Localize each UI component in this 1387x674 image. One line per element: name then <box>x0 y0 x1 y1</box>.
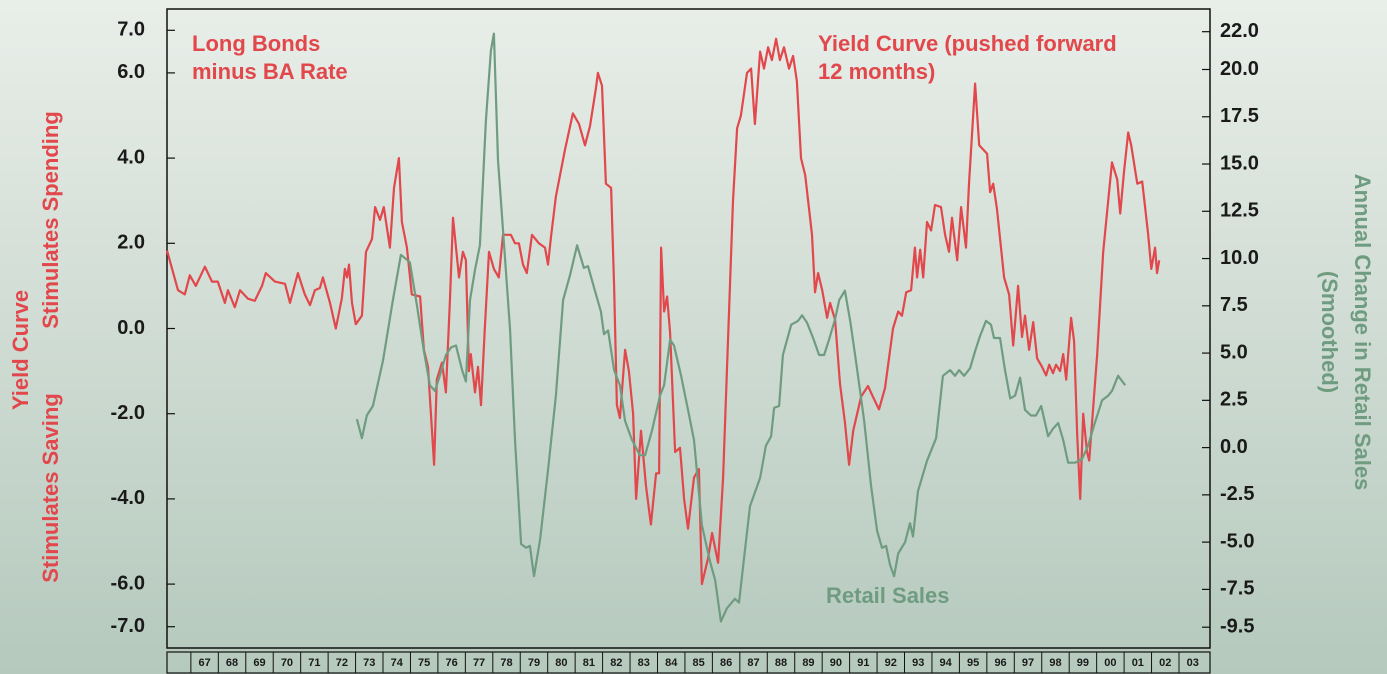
y2-tick-label: 15.0 <box>1220 152 1259 174</box>
x-tick-label: 95 <box>967 657 979 669</box>
x-tick-label: 68 <box>226 657 238 669</box>
y-tick-label: -6.0 <box>111 572 145 594</box>
series-line <box>355 32 1127 623</box>
x-tick-label: 83 <box>638 657 650 669</box>
y2-tick-label: 7.5 <box>1220 294 1248 316</box>
x-tick-label: 69 <box>253 657 265 669</box>
y2-tick-label: 12.5 <box>1220 200 1259 222</box>
x-tick-label: 77 <box>473 657 485 669</box>
y-tick-label: 6.0 <box>117 61 145 83</box>
x-tick-label: 71 <box>308 657 320 669</box>
y-tick-label: -2.0 <box>111 402 145 424</box>
x-tick-label: 00 <box>1104 657 1116 669</box>
x-tick-label: 70 <box>281 657 293 669</box>
y2-tick-label: 17.5 <box>1220 105 1259 127</box>
x-tick-label: 80 <box>555 657 567 669</box>
series-label: Retail Sales <box>826 583 950 608</box>
x-tick-label: 94 <box>940 657 953 669</box>
annotation: Yield Curve (pushed forward <box>818 31 1117 56</box>
y-tick-label: -4.0 <box>111 487 145 509</box>
y-tick-label: 4.0 <box>117 146 145 168</box>
x-tick-label: 82 <box>610 657 622 669</box>
x-tick-label: 74 <box>391 657 404 669</box>
x-tick-label: 67 <box>198 657 210 669</box>
x-tick-label: 02 <box>1159 657 1171 669</box>
y2-tick-label: 22.0 <box>1220 20 1259 42</box>
x-tick-label: 91 <box>857 657 869 669</box>
y-tick-label: 7.0 <box>117 19 145 41</box>
y2-axis-label: Annual Change in Retail Sales <box>1350 174 1375 491</box>
x-tick-label: 79 <box>528 657 540 669</box>
series-line <box>165 37 1161 586</box>
y2-tick-label: -7.5 <box>1220 578 1254 600</box>
year-strip <box>166 651 1211 674</box>
y2-tick-label: -2.5 <box>1220 483 1254 505</box>
annotation: 12 months) <box>818 59 935 84</box>
y2-tick-label: 5.0 <box>1220 341 1248 363</box>
x-tick-label: 01 <box>1132 657 1144 669</box>
x-tick-label: 88 <box>775 657 787 669</box>
y-axis-label-upper: Stimulates Spending <box>38 111 63 329</box>
x-tick-label: 93 <box>912 657 924 669</box>
x-tick-label: 89 <box>802 657 814 669</box>
annotation: Long Bonds <box>192 31 320 56</box>
x-tick-label: 98 <box>1049 657 1061 669</box>
x-tick-label: 81 <box>583 657 595 669</box>
x-tick-label: 72 <box>336 657 348 669</box>
annotation: minus BA Rate <box>192 59 348 84</box>
y2-tick-label: 2.5 <box>1220 389 1248 411</box>
x-tick-label: 76 <box>446 657 458 669</box>
y2-tick-label: -9.5 <box>1220 615 1254 637</box>
x-tick-label: 87 <box>747 657 759 669</box>
y2-tick-label: -5.0 <box>1220 530 1254 552</box>
y-tick-label: -7.0 <box>111 615 145 637</box>
x-tick-label: 85 <box>693 657 705 669</box>
y-tick-label: 0.0 <box>117 317 145 339</box>
x-tick-label: 97 <box>1022 657 1034 669</box>
x-tick-label: 84 <box>665 657 678 669</box>
y-axis-label: Yield Curve <box>8 290 33 410</box>
y-tick-label: 2.0 <box>117 232 145 254</box>
y-axis-label-lower: Stimulates Saving <box>38 393 63 583</box>
y2-tick-label: 10.0 <box>1220 247 1259 269</box>
x-tick-label: 73 <box>363 657 375 669</box>
x-tick-label: 99 <box>1077 657 1089 669</box>
x-tick-label: 96 <box>994 657 1006 669</box>
x-tick-label: 78 <box>500 657 512 669</box>
x-tick-label: 90 <box>830 657 842 669</box>
y2-axis-label: (Smoothed) <box>1317 271 1342 393</box>
x-tick-label: 03 <box>1187 657 1199 669</box>
x-tick-label: 75 <box>418 657 430 669</box>
x-tick-label: 92 <box>885 657 897 669</box>
y2-tick-label: 20.0 <box>1220 58 1259 80</box>
y2-tick-label: 0.0 <box>1220 436 1248 458</box>
x-tick-label: 86 <box>720 657 732 669</box>
